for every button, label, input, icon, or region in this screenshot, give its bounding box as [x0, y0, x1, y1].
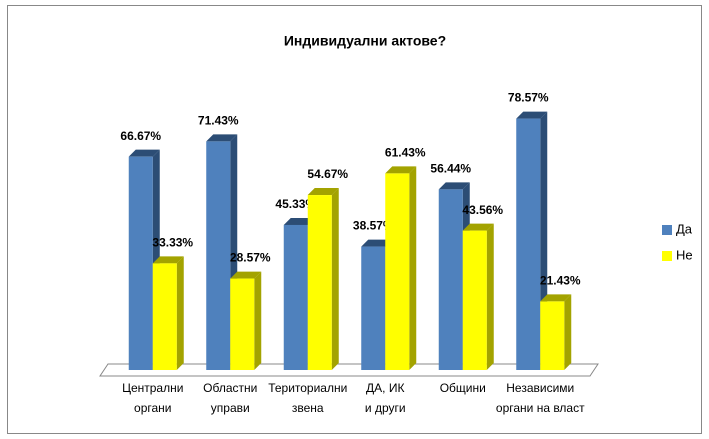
bar-top	[438, 182, 470, 190]
data-label: 33.33%	[152, 236, 193, 250]
data-label: 38.57%	[353, 219, 394, 233]
bar	[307, 195, 332, 370]
x-tick-label: органи	[134, 401, 171, 415]
legend-swatch	[662, 225, 672, 235]
bar	[516, 118, 541, 371]
x-tick-label: Централни	[122, 381, 183, 395]
data-label: 56.44%	[430, 162, 471, 176]
legend-label: Не	[676, 247, 693, 262]
data-label: 61.43%	[385, 146, 426, 160]
data-label: 28.57%	[230, 251, 271, 265]
chart-title: Индивидуални актове?	[284, 33, 446, 49]
data-label: 45.33%	[275, 197, 316, 211]
bar-top	[283, 217, 315, 225]
data-label: 78.57%	[508, 91, 549, 105]
bar-top	[230, 271, 262, 279]
bar-top	[462, 223, 494, 231]
x-tick-label: звена	[292, 401, 324, 415]
bar-top	[361, 239, 393, 247]
x-tick-label: ДА, ИК	[366, 381, 404, 395]
bar-top	[307, 188, 339, 196]
x-tick-label: органи на власт	[496, 401, 585, 415]
bar	[152, 263, 177, 370]
legend-label: Да	[676, 221, 693, 236]
bar	[438, 189, 463, 370]
bar	[361, 246, 386, 370]
data-label: 21.43%	[540, 274, 581, 288]
bar-top	[540, 294, 572, 302]
bar	[283, 224, 308, 370]
bar-side	[331, 188, 339, 370]
bar-top	[128, 149, 160, 157]
bar-top	[206, 134, 238, 142]
x-tick-label: Териториални	[268, 381, 347, 395]
bar-side	[409, 166, 417, 370]
data-label: 43.56%	[462, 203, 503, 217]
chart-border	[7, 5, 702, 434]
bar-side	[254, 271, 262, 370]
bar-side	[176, 256, 184, 370]
data-label: 71.43%	[198, 114, 239, 128]
bar-side	[564, 294, 572, 370]
bar-top	[516, 111, 548, 119]
legend-swatch	[662, 251, 672, 261]
bar-side	[486, 223, 494, 370]
x-tick-label: управи	[211, 401, 250, 415]
bar	[385, 173, 410, 370]
bar	[128, 156, 153, 370]
bar	[230, 278, 255, 370]
bar-top	[152, 256, 184, 264]
data-label: 54.67%	[307, 167, 348, 181]
x-tick-label: Общини	[440, 381, 486, 395]
x-tick-label: Областни	[203, 381, 257, 395]
bar	[462, 230, 487, 370]
bar	[206, 141, 231, 370]
x-tick-label: и други	[365, 401, 406, 415]
bar-top	[385, 166, 417, 174]
data-label: 66.67%	[120, 129, 161, 143]
bar	[540, 301, 565, 370]
x-tick-label: Независими	[506, 381, 574, 395]
